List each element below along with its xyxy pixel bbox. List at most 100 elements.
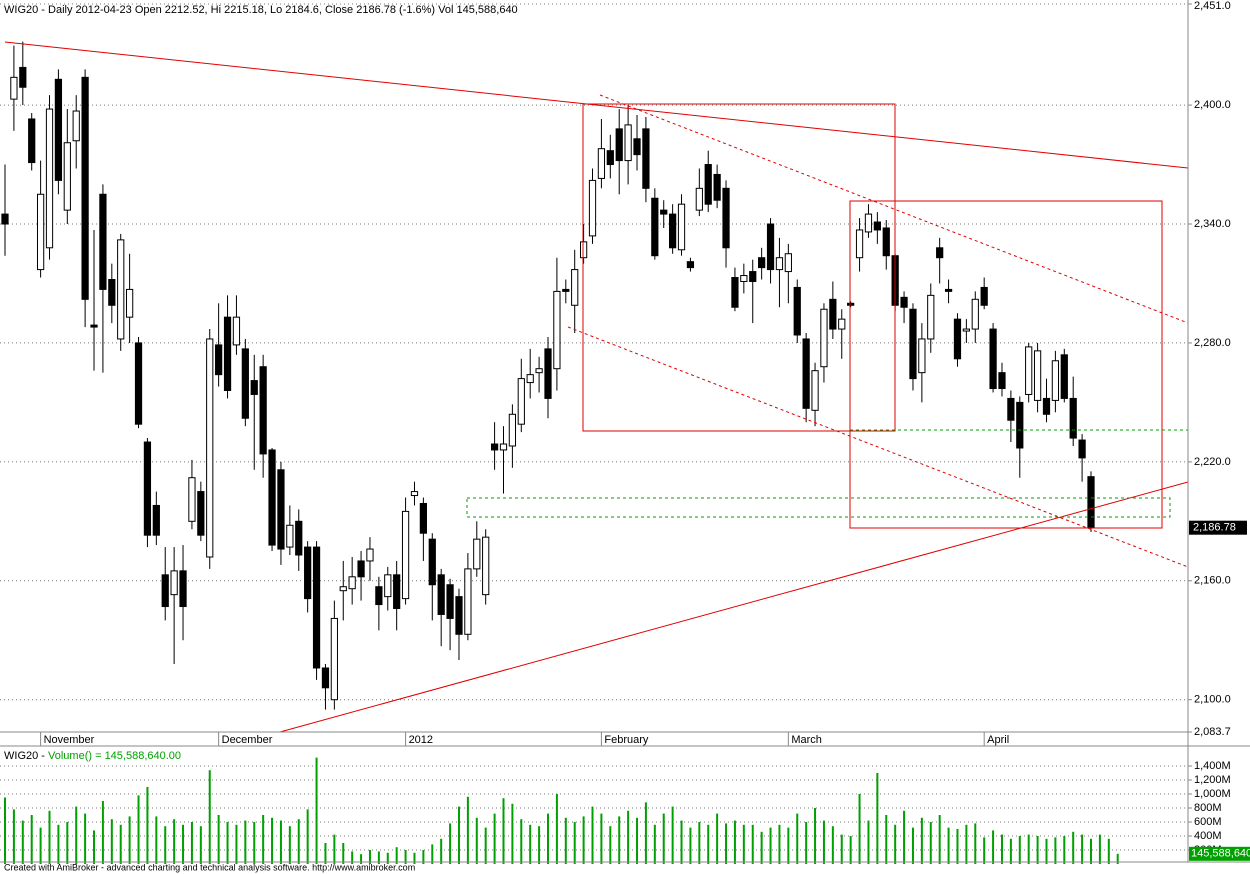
candle-body	[81, 76, 89, 300]
volume-bar	[609, 826, 612, 864]
candle-body	[980, 286, 988, 306]
volume-bar	[155, 816, 158, 864]
candle-body	[953, 318, 962, 360]
candle-body	[579, 241, 588, 259]
volume-bar	[449, 823, 452, 864]
x-tick-label: April	[987, 734, 1009, 746]
volume-bar	[671, 806, 674, 864]
candle-body	[321, 667, 330, 689]
candle-body	[36, 193, 45, 271]
volume-bar	[876, 773, 879, 864]
volume-bar	[956, 829, 959, 864]
volume-bar	[1116, 853, 1119, 864]
candle-body	[811, 370, 819, 411]
candle-body	[375, 586, 383, 606]
candle-body	[304, 546, 312, 600]
volume-bar	[680, 820, 683, 864]
volume-bar	[93, 830, 96, 864]
volume-bar	[271, 817, 274, 864]
volume-bar	[502, 798, 505, 864]
volume-bar	[146, 787, 149, 864]
y-tick-label: 1,200M	[1194, 774, 1231, 786]
y-tick-label: 2,100.0	[1194, 694, 1231, 706]
candle-body	[660, 209, 668, 215]
volume-bar	[716, 813, 719, 864]
candle-body	[882, 227, 890, 257]
volume-bar	[137, 795, 140, 864]
candle-body	[1042, 397, 1051, 415]
volume-bar	[475, 817, 478, 864]
candle-body	[1078, 439, 1086, 459]
y-tick-label: 2,400.0	[1194, 99, 1231, 111]
volume-bar	[324, 843, 327, 864]
volume-bar	[39, 827, 42, 864]
candle-body	[54, 78, 63, 181]
candle-body	[989, 328, 997, 390]
volume-bar	[368, 850, 371, 864]
candle-body	[624, 124, 632, 162]
trend-line	[4, 41, 1189, 169]
volume-bar	[644, 802, 647, 864]
volume-bar	[199, 826, 202, 864]
volume-bar	[128, 816, 131, 864]
candle-body	[633, 138, 641, 156]
candle-body	[677, 203, 686, 251]
candle-body	[197, 491, 205, 536]
volume-bar	[351, 851, 354, 864]
volume-bar	[511, 803, 514, 864]
volume-bar	[253, 822, 256, 864]
volume-bar	[66, 822, 69, 864]
volume-bar	[431, 844, 434, 864]
candle-body	[571, 269, 579, 306]
volume-bar	[911, 827, 914, 864]
volume-bar	[858, 794, 861, 864]
volume-bar	[627, 810, 630, 864]
candle-body	[232, 316, 241, 346]
volume-bar	[84, 813, 87, 864]
candle-body	[802, 338, 810, 409]
candle-body	[437, 574, 445, 615]
candle-body	[944, 288, 953, 292]
volume-bar	[520, 819, 523, 864]
volume-bar	[333, 834, 336, 864]
volume-bar	[217, 815, 220, 864]
candle-body	[847, 302, 855, 306]
volume-bar	[1081, 834, 1084, 864]
volume-title: WIG20 - Volume() = 145,588,640.00	[4, 750, 181, 762]
volume-bar	[573, 822, 576, 864]
candle-body	[695, 187, 703, 211]
volume-bar	[235, 824, 238, 864]
candle-body	[606, 150, 614, 166]
x-tick-label: 2012	[409, 734, 433, 746]
support-zone	[466, 497, 1171, 518]
candle-body	[793, 286, 801, 336]
volume-bar	[840, 834, 843, 864]
channel-line	[567, 326, 1189, 568]
candle-body	[259, 366, 267, 455]
volume-bar	[30, 815, 33, 864]
volume-bar	[689, 827, 692, 864]
candle-body	[108, 279, 116, 306]
volume-bar	[1054, 837, 1057, 864]
volume-bar	[4, 797, 6, 864]
candle-body	[1087, 476, 1095, 529]
last-price-box	[1189, 520, 1247, 535]
candle-body	[473, 538, 481, 570]
y-tick-label: 2,160.0	[1194, 575, 1231, 587]
candle-body	[312, 546, 321, 669]
candle-body	[152, 504, 160, 536]
volume-bar	[1107, 838, 1110, 864]
volume-bar	[377, 851, 380, 864]
volume-bar	[814, 808, 817, 864]
candle-body	[820, 308, 828, 368]
drawings	[4, 41, 1189, 733]
candle-body	[784, 253, 792, 273]
volume-bar	[288, 826, 291, 864]
last-volume-label: 145,588,640	[1191, 848, 1250, 860]
y-tick-label: 1,400M	[1194, 760, 1231, 772]
candle-body	[526, 374, 534, 384]
volume-bar	[760, 831, 763, 864]
candle-body	[508, 413, 517, 447]
candle-body	[490, 443, 499, 451]
